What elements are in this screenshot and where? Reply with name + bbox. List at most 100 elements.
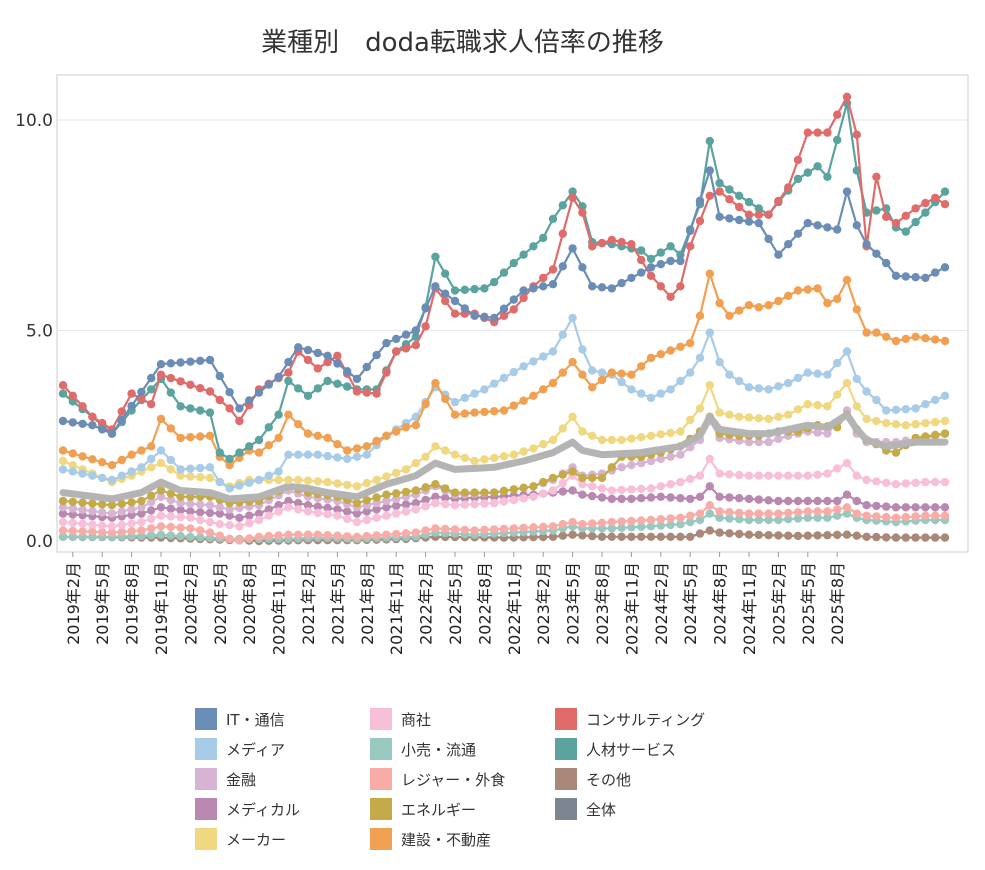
data-point: [509, 450, 518, 459]
data-point: [215, 520, 224, 529]
data-point: [411, 458, 420, 468]
data-point: [676, 520, 685, 529]
data-point: [137, 446, 146, 455]
data-point: [343, 507, 352, 516]
data-point: [392, 347, 401, 356]
data-point: [392, 334, 401, 344]
data-point: [401, 423, 411, 432]
data-point: [793, 508, 803, 517]
data-point: [803, 218, 812, 228]
data-point: [539, 282, 548, 291]
x-tick-label: 2022年2月: [417, 562, 436, 645]
data-point: [686, 511, 695, 520]
data-point: [872, 501, 881, 511]
data-point: [793, 155, 803, 165]
data-point: [127, 498, 136, 507]
data-point: [735, 412, 744, 421]
data-point: [578, 520, 587, 529]
legend-item: コンサルティング: [555, 706, 705, 732]
data-point: [313, 508, 322, 518]
line-chart: 0.0 5.0 10.0 2019年2月 2019年5月 2019年8月 2019年11月…: [15, 74, 969, 655]
data-point: [735, 508, 744, 518]
data-point: [921, 477, 930, 487]
data-point: [735, 529, 744, 539]
data-point: [58, 465, 68, 474]
data-point: [921, 418, 930, 428]
data-point: [294, 343, 303, 352]
data-point: [509, 367, 518, 377]
data-point: [852, 305, 861, 314]
data-point: [921, 432, 930, 441]
data-point: [509, 485, 518, 494]
data-point: [715, 469, 724, 478]
data-point: [764, 531, 773, 540]
data-point: [558, 470, 567, 479]
data-point: [695, 216, 705, 226]
data-point: [519, 483, 528, 492]
data-point: [607, 517, 616, 527]
data-point: [362, 531, 371, 541]
data-point: [186, 507, 195, 516]
data-point: [460, 409, 469, 418]
data-point: [127, 527, 136, 536]
data-point: [931, 503, 940, 512]
data-point: [303, 345, 313, 355]
data-point: [911, 404, 920, 413]
data-point: [705, 526, 714, 535]
data-point: [891, 336, 901, 346]
data-point: [764, 385, 773, 394]
data-point: [519, 362, 528, 371]
data-point: [901, 404, 910, 414]
data-point: [588, 282, 597, 291]
data-point: [480, 312, 489, 321]
legend-item: 建設・不動産: [370, 826, 491, 852]
data-point: [833, 110, 842, 119]
data-point: [127, 467, 136, 476]
data-point: [705, 509, 714, 518]
x-tick-label: 2021年8月: [358, 562, 377, 645]
data-point: [352, 517, 362, 527]
data-point: [323, 503, 332, 513]
y-tick-label: 10.0: [15, 111, 53, 131]
data-point: [294, 450, 303, 459]
data-point: [833, 294, 842, 304]
data-point: [362, 496, 371, 505]
data-point: [627, 532, 636, 541]
data-point: [196, 432, 205, 441]
data-point: [823, 223, 832, 232]
data-point: [421, 304, 430, 313]
data-point: [313, 477, 322, 486]
x-tick-label: 2024年11月: [740, 562, 759, 655]
data-point: [382, 368, 391, 377]
series-4: [58, 313, 950, 493]
data-point: [176, 512, 185, 522]
data-point: [823, 128, 832, 137]
data-point: [303, 476, 313, 485]
data-point: [676, 513, 685, 522]
data-point: [617, 517, 626, 526]
data-point: [676, 256, 685, 266]
legend-item: レジャー・外食: [370, 766, 505, 792]
data-point: [578, 263, 587, 272]
data-point: [911, 478, 920, 487]
data-point: [284, 530, 293, 539]
data-point: [382, 472, 391, 481]
data-point: [588, 431, 597, 440]
data-point: [695, 311, 705, 320]
data-point: [137, 496, 146, 506]
data-point: [499, 497, 509, 506]
data-point: [627, 485, 636, 494]
data-point: [519, 286, 528, 295]
data-point: [499, 486, 509, 496]
data-point: [225, 388, 234, 397]
data-point: [107, 475, 117, 485]
legend-swatch: [195, 768, 217, 790]
data-point: [774, 434, 783, 444]
data-point: [519, 396, 528, 405]
data-point: [637, 255, 646, 265]
data-point: [646, 532, 656, 541]
data-point: [235, 522, 244, 531]
data-point: [382, 431, 391, 440]
data-point: [578, 473, 587, 483]
data-point: [333, 453, 342, 462]
